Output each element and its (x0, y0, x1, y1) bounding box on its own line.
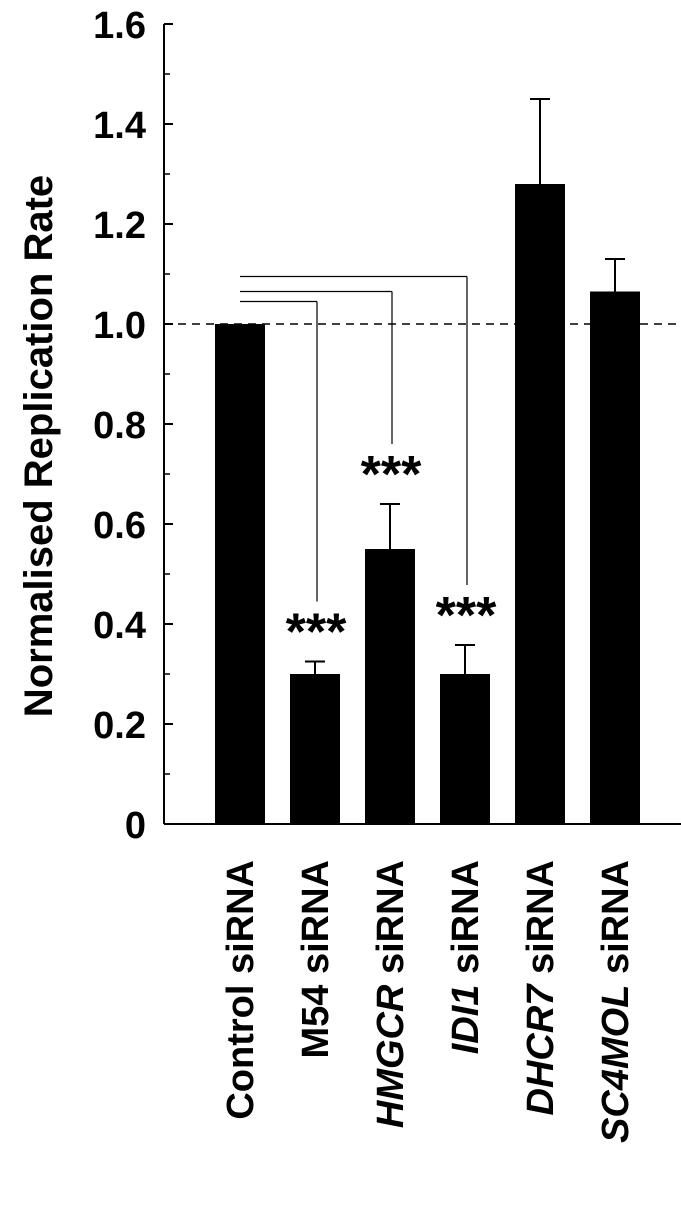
y-tick-label: 1.4 (93, 105, 146, 147)
significance-marker: *** (286, 604, 347, 662)
y-tick-label: 1.2 (93, 205, 146, 247)
category-label: M54 siRNA (295, 860, 337, 1059)
category-name: HMGCR (370, 984, 412, 1128)
category-suffix: siRNA (220, 860, 262, 985)
bar-dhcr7 (515, 184, 565, 824)
comparison-brackets-layer (240, 275, 468, 602)
bars-layer (215, 184, 640, 824)
category-name: Control (220, 985, 262, 1120)
category-label: Control siRNA (220, 860, 262, 1120)
y-tick-label: 0.8 (93, 405, 146, 447)
bar-control (215, 324, 265, 824)
category-label: HMGCR siRNA (370, 860, 412, 1128)
significance-layer: *** *** *** (286, 446, 497, 662)
significance-marker: *** (436, 587, 497, 645)
y-tick-label: 1.6 (93, 5, 146, 47)
category-label: DHCR7 siRNA (520, 860, 562, 1115)
category-name: IDI1 (445, 985, 487, 1055)
error-bars-layer (305, 98, 625, 674)
y-tick-label: 0.2 (93, 705, 146, 747)
y-tick-label: 0.4 (93, 605, 146, 647)
category-suffix: siRNA (595, 860, 637, 985)
y-tick-label: 0.6 (93, 505, 146, 547)
bar-m54 (290, 674, 340, 824)
category-name: SC4MOL (595, 985, 637, 1143)
y-tick-label: 0 (125, 805, 146, 847)
y-ticks-layer: 0 0.2 0.4 0.6 0.8 1.0 1.2 1.4 1.6 (93, 5, 173, 847)
category-label: IDI1 siRNA (445, 860, 487, 1054)
bar-hmgcr (365, 549, 415, 824)
category-suffix: siRNA (295, 860, 337, 985)
category-suffix: siRNA (520, 860, 562, 985)
category-suffix: siRNA (445, 860, 487, 985)
y-axis-label: Normalised Replication Rate (17, 175, 61, 717)
category-label: SC4MOL siRNA (595, 860, 637, 1143)
bar-sc4mol (590, 291, 640, 824)
significance-marker: *** (361, 446, 422, 504)
bar-idi1 (440, 674, 490, 824)
y-tick-label: 1.0 (93, 305, 146, 347)
category-name: M54 (295, 985, 337, 1059)
category-name: DHCR7 (520, 983, 562, 1116)
category-suffix: siRNA (370, 860, 412, 985)
